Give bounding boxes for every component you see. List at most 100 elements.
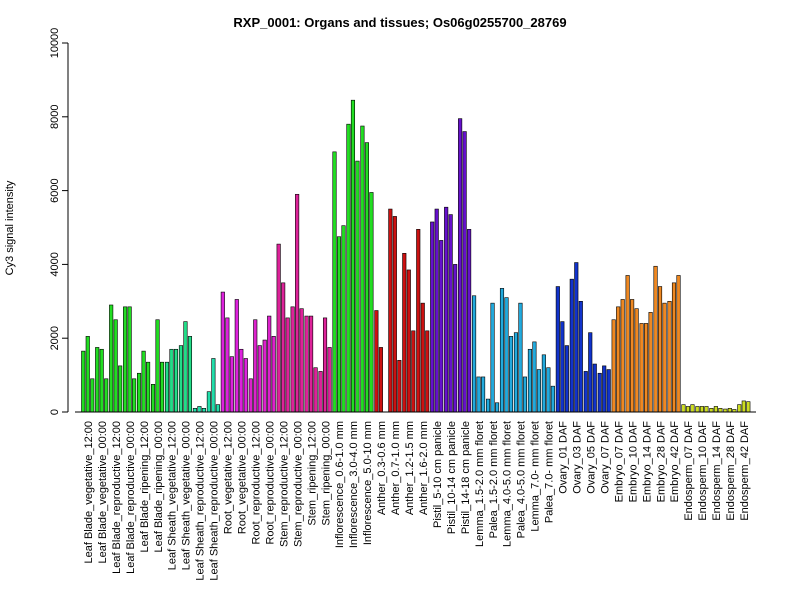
x-tick-label: Pistil_5-10 cm panicle — [432, 421, 444, 528]
bar — [439, 240, 444, 413]
bar — [104, 378, 109, 413]
bar — [123, 306, 128, 413]
bar — [132, 378, 137, 413]
bar — [695, 406, 700, 413]
bar — [746, 401, 751, 413]
x-tick-label: Ovary_01 DAF — [558, 421, 570, 494]
bar — [648, 312, 653, 413]
bar — [81, 350, 86, 413]
bar — [99, 348, 104, 413]
y-axis-label: Cy3 signal intensity — [4, 180, 16, 275]
bar — [164, 361, 170, 413]
y-tick-label: 0 — [49, 409, 61, 415]
bar — [662, 302, 667, 413]
bar — [718, 408, 723, 413]
bar — [192, 408, 197, 413]
bar — [588, 332, 593, 413]
bar — [709, 408, 714, 413]
bar — [532, 341, 537, 413]
x-tick-label: Leaf Sheath_vegetative_00:00 — [181, 421, 193, 570]
x-tick-label: Root_vegetative_12:00 — [223, 421, 235, 534]
x-tick-label: Palea_7.0- mm floret — [544, 421, 556, 523]
bar — [169, 348, 174, 413]
x-tick-label: Anther_0.3-0.6 mm — [376, 421, 388, 515]
x-tick-label: Leaf Blade_vegetative_12:00 — [83, 421, 95, 564]
bar — [327, 347, 332, 413]
bar — [127, 306, 132, 413]
bar — [118, 365, 123, 413]
x-tick-label: Endosperm_42 DAF — [739, 421, 751, 521]
bar — [392, 216, 397, 413]
x-tick-label: Pistil_14-18 cm panicle — [460, 421, 472, 534]
x-tick-label: Anther_1.6-2.0 mm — [418, 421, 430, 515]
x-tick-label: Inflorescence_5.0-10 mm — [362, 421, 374, 545]
bar — [620, 299, 625, 413]
bar — [197, 406, 202, 413]
bar — [494, 402, 500, 413]
bar — [369, 192, 374, 413]
bar — [476, 376, 481, 413]
x-tick-label: Stem_reproductive_12:00 — [278, 421, 290, 547]
x-tick-label: Leaf Sheath_reproductive_00:00 — [209, 421, 221, 581]
bar — [597, 372, 602, 413]
bar — [90, 378, 95, 413]
bar — [201, 408, 206, 413]
bar — [290, 306, 295, 413]
bar — [341, 225, 346, 413]
bar — [257, 345, 262, 413]
bar — [504, 297, 509, 413]
bar — [578, 300, 583, 413]
bar — [699, 406, 704, 413]
bar — [550, 385, 555, 413]
bar — [653, 265, 658, 413]
bar — [350, 99, 356, 413]
bar — [211, 358, 216, 413]
bar — [220, 291, 225, 413]
bar — [555, 286, 560, 413]
x-tick-label: Ovary_07 DAF — [599, 421, 611, 494]
bar — [215, 404, 220, 413]
x-tick-label: Leaf Blade_reproductive_12:00 — [111, 421, 123, 574]
bar — [518, 302, 523, 413]
bar — [146, 361, 151, 413]
x-tick-label: Embryo_14 DAF — [641, 421, 653, 503]
bar — [276, 243, 281, 413]
bar — [472, 295, 477, 413]
bar — [713, 406, 718, 413]
bar — [183, 321, 188, 413]
bar — [313, 367, 318, 413]
x-tick-label: Ovary_03 DAF — [572, 421, 584, 494]
x-tick-label: Embryo_10 DAF — [627, 421, 639, 503]
bar — [453, 264, 458, 413]
x-tick-label: Anther_1.2-1.5 mm — [404, 421, 416, 515]
y-tick-label: 10000 — [49, 28, 61, 59]
bar — [541, 354, 546, 413]
x-tick-label: Stem_reproductive_00:00 — [292, 421, 304, 547]
x-tick-label: Endosperm_07 DAF — [683, 421, 695, 521]
bar — [173, 348, 179, 413]
bar — [522, 376, 528, 413]
y-tick-label: 4000 — [49, 252, 61, 276]
x-tick-label: Inflorescence_3.0-4.0 mm — [348, 421, 360, 548]
bar — [444, 206, 449, 413]
bar — [536, 369, 541, 413]
x-tick-label: Palea_1.5-2.0 mm floret — [488, 421, 500, 538]
bar — [667, 300, 672, 413]
x-tick-label: Root_reproductive_12:00 — [250, 421, 262, 545]
bar — [239, 348, 244, 413]
x-tick-label: Leaf Sheath_vegetative_12:00 — [167, 421, 179, 570]
bar — [360, 125, 365, 413]
x-tick-label: Embryo_07 DAF — [613, 421, 625, 503]
x-tick-labels: Leaf Blade_vegetative_12:00 Leaf Blade_ve… — [83, 421, 751, 581]
bar — [234, 299, 239, 413]
bar — [299, 308, 304, 413]
bar — [155, 319, 160, 413]
bar — [676, 275, 681, 413]
x-tick-label: Leaf Sheath_reproductive_12:00 — [195, 421, 207, 581]
bar — [187, 336, 193, 413]
bar — [420, 302, 425, 413]
bar — [397, 360, 402, 413]
bar — [458, 118, 463, 413]
bar — [113, 319, 118, 413]
bar — [671, 282, 677, 413]
